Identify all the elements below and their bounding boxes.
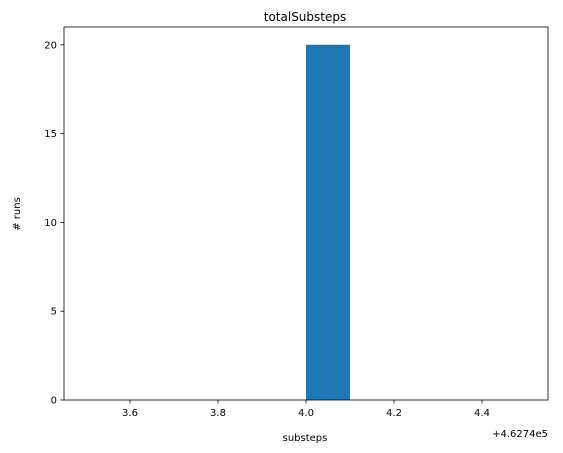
x-tick-label: 4.2 (386, 408, 402, 419)
y-axis-label: # runs (12, 197, 23, 231)
bars-group (306, 44, 350, 401)
x-axis-offset-label: +4.6274e5 (492, 429, 548, 440)
y-tick-label: 10 (44, 218, 57, 229)
x-tick-label: 3.6 (122, 408, 138, 419)
y-tick-label: 5 (51, 307, 57, 318)
y-axis-ticks: 0 5 10 15 20 (44, 40, 64, 407)
x-tick-label: 4.4 (474, 408, 490, 419)
x-tick-label: 4.0 (298, 408, 314, 419)
x-tick-label: 3.8 (210, 408, 226, 419)
y-tick-label: 20 (44, 40, 57, 51)
x-axis-label: substeps (283, 433, 328, 444)
histogram-bar-5 (306, 44, 350, 401)
y-tick-label: 0 (51, 396, 57, 407)
chart-title: totalSubsteps (264, 10, 347, 24)
x-axis-ticks: 3.6 3.8 4.0 4.2 4.4 (122, 400, 490, 419)
y-tick-label: 15 (44, 129, 57, 140)
plot-area-frame (63, 26, 549, 401)
